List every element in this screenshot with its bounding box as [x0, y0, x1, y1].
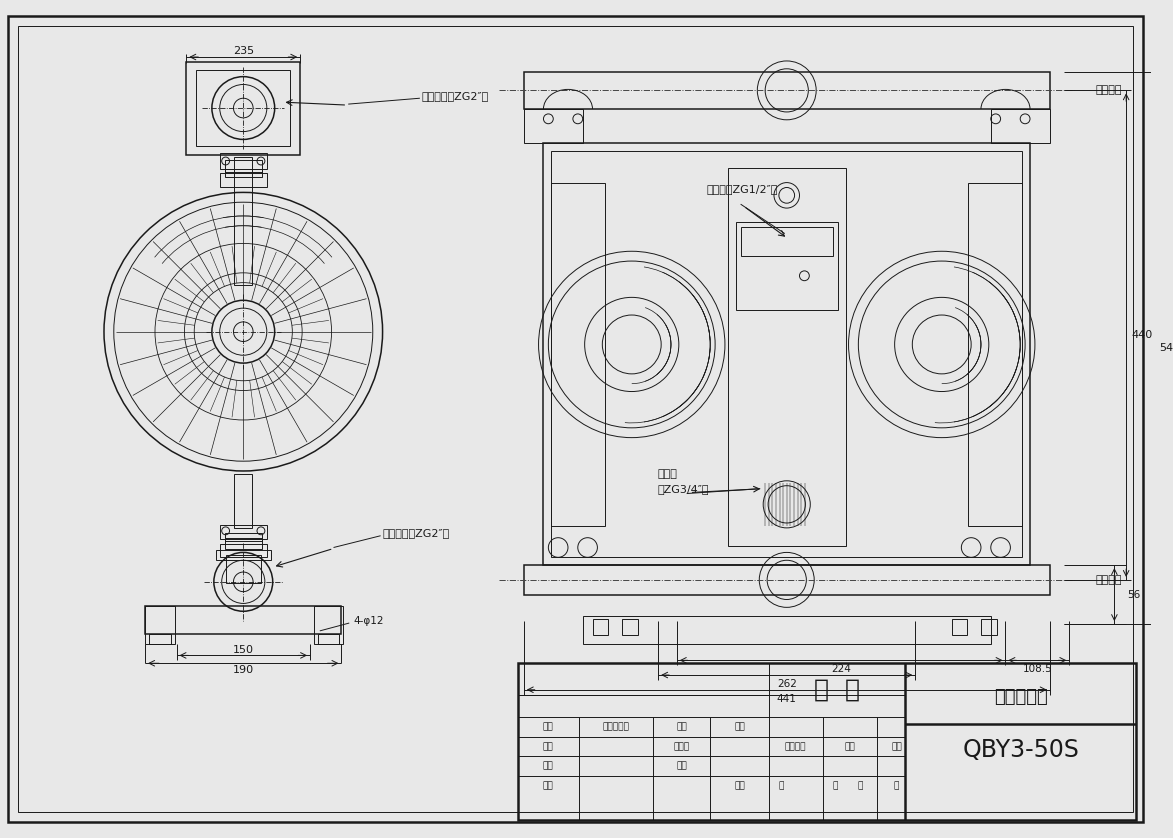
Bar — [235, 157, 252, 285]
Text: 440: 440 — [1131, 330, 1153, 340]
Text: 共: 共 — [778, 781, 784, 790]
Text: 图样标记: 图样标记 — [785, 742, 806, 751]
Bar — [518, 663, 1135, 820]
Bar — [592, 619, 609, 635]
Bar — [543, 143, 1030, 565]
Text: （ZG3/4″）: （ZG3/4″） — [657, 484, 708, 494]
Text: 日期: 日期 — [734, 722, 745, 732]
Bar — [951, 619, 968, 635]
Bar — [149, 634, 171, 644]
Text: 542: 542 — [1159, 343, 1173, 353]
Bar — [219, 153, 266, 168]
Text: 消声器: 消声器 — [657, 469, 677, 479]
Text: 第: 第 — [857, 781, 863, 790]
Text: 审核: 审核 — [543, 762, 554, 771]
Bar — [551, 183, 605, 526]
Bar — [728, 168, 846, 546]
Text: QBY3-50S: QBY3-50S — [962, 737, 1079, 762]
Bar — [622, 619, 638, 635]
Bar — [225, 168, 262, 177]
Text: 标记: 标记 — [543, 722, 554, 732]
Text: 进气口（ZG1/2″）: 进气口（ZG1/2″） — [706, 184, 778, 194]
Text: （出口）: （出口） — [1096, 85, 1121, 96]
Bar — [314, 607, 344, 644]
Bar — [583, 616, 991, 644]
Text: 4-φ12: 4-φ12 — [353, 616, 384, 626]
Bar — [981, 619, 997, 635]
Bar — [740, 227, 833, 256]
Bar — [216, 551, 271, 561]
Text: 56: 56 — [1127, 590, 1140, 600]
Bar — [225, 556, 260, 582]
Bar — [991, 109, 1050, 143]
Bar — [219, 173, 266, 187]
Text: 日期: 日期 — [734, 781, 745, 790]
Text: 108.5: 108.5 — [1023, 665, 1052, 674]
Bar — [187, 62, 300, 155]
Text: 鹾字: 鹾字 — [677, 722, 687, 732]
Text: 物料出口（ZG2″）: 物料出口（ZG2″） — [422, 91, 489, 101]
Bar — [318, 634, 339, 644]
Text: 224: 224 — [832, 665, 852, 674]
Text: 批准: 批准 — [677, 762, 687, 771]
Bar — [219, 544, 266, 557]
Text: 262: 262 — [777, 679, 796, 689]
Bar — [235, 474, 252, 528]
Text: （进口）: （进口） — [1096, 575, 1121, 585]
Text: 235: 235 — [232, 46, 253, 56]
Bar — [225, 533, 262, 541]
Text: 页: 页 — [832, 781, 838, 790]
Bar — [735, 222, 838, 310]
Bar — [145, 607, 175, 644]
Text: 设计: 设计 — [543, 742, 554, 751]
Text: 150: 150 — [232, 644, 253, 654]
Bar — [225, 538, 262, 550]
Text: 190: 190 — [232, 665, 253, 675]
Bar — [551, 151, 1022, 557]
Text: 标准化: 标准化 — [673, 742, 690, 751]
Text: 页: 页 — [894, 781, 900, 790]
Bar — [524, 565, 1050, 595]
Text: 441: 441 — [777, 694, 796, 704]
Bar — [524, 72, 1050, 109]
Bar — [524, 109, 583, 143]
Bar — [968, 183, 1022, 526]
Text: 更改文件号: 更改文件号 — [603, 722, 630, 732]
Text: 重量: 重量 — [845, 742, 855, 751]
Text: 比例: 比例 — [891, 742, 902, 751]
Bar — [145, 607, 341, 634]
Text: 物料进口（ZG2″）: 物料进口（ZG2″） — [382, 528, 449, 538]
Text: 工艺: 工艺 — [543, 781, 554, 790]
Bar — [196, 70, 291, 147]
Text: 安装尺寸图: 安装尺寸图 — [994, 688, 1047, 706]
Bar — [225, 160, 262, 172]
Bar — [219, 525, 266, 539]
Text: 塑  料: 塑 料 — [814, 678, 860, 701]
